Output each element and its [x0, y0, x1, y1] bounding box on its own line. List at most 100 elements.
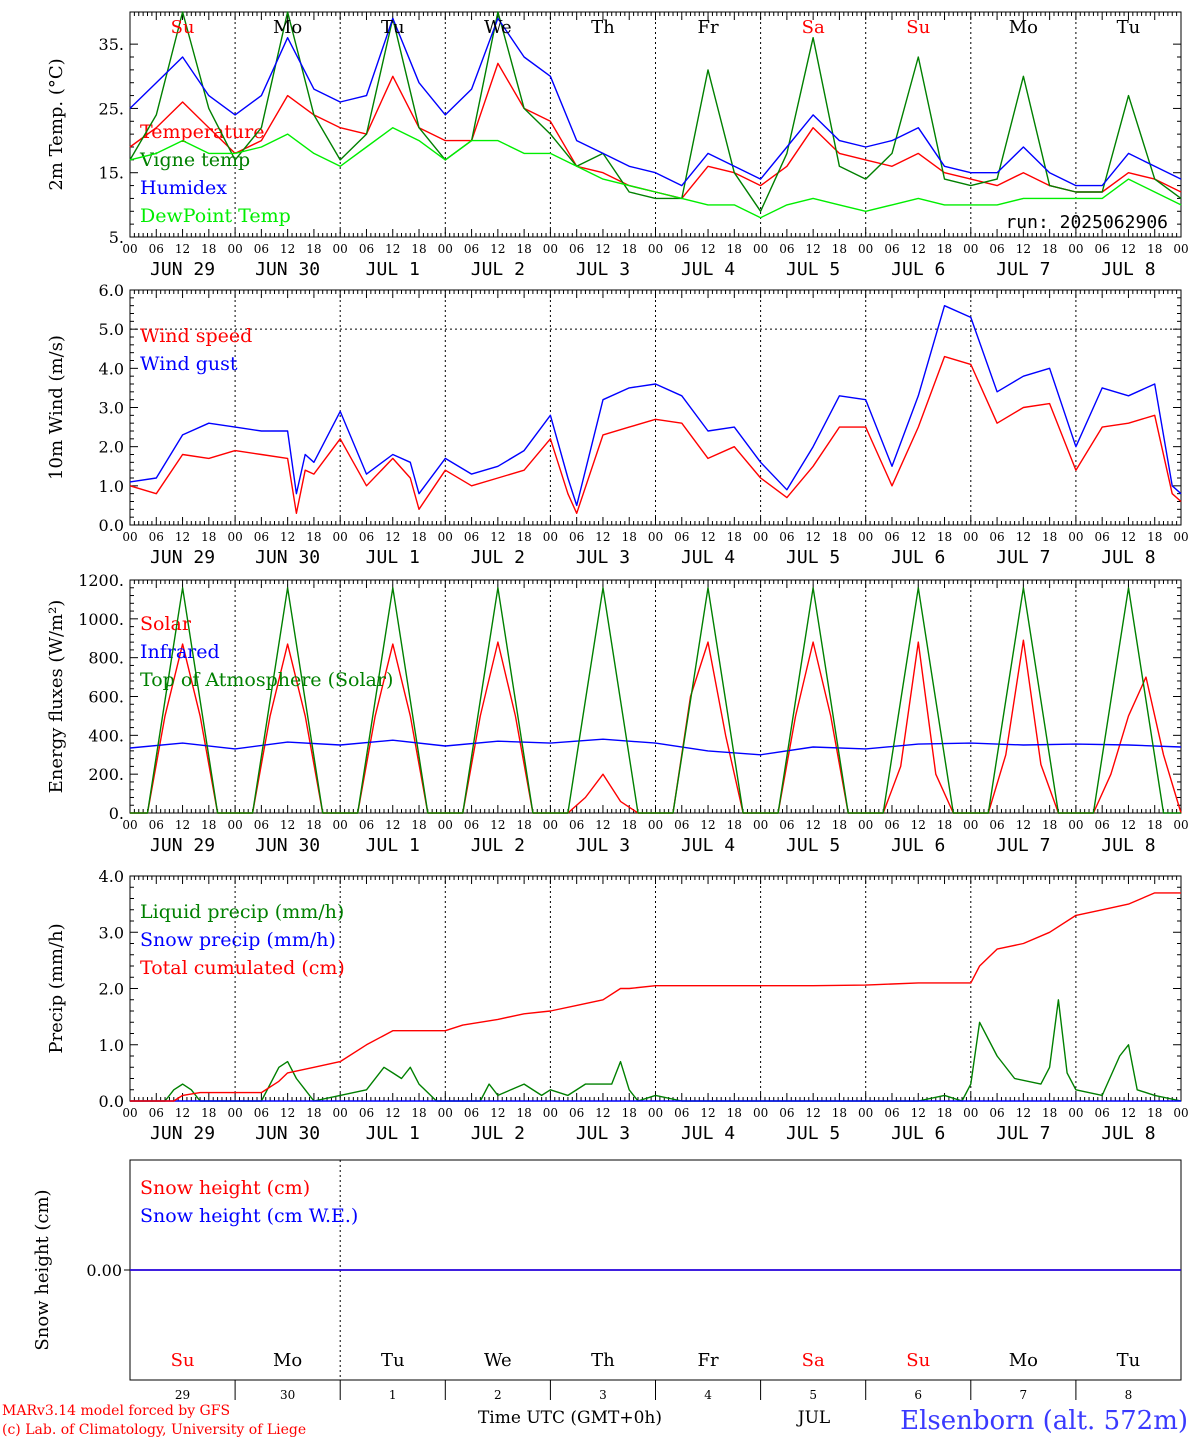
hour-label: 06 [989, 530, 1004, 544]
date-label: JUL 2 [471, 835, 525, 856]
y-axis-label: 2m Temp. (°C) [46, 58, 67, 190]
day-number: 30 [280, 1388, 295, 1402]
hour-label: 12 [911, 530, 926, 544]
hour-label: 12 [1121, 242, 1136, 256]
hour-label: 18 [1042, 242, 1057, 256]
station-label: Elsenborn (alt. 572m) [900, 1406, 1188, 1436]
weekday-label: Th [591, 1350, 615, 1371]
day-number: 4 [704, 1388, 712, 1402]
date-label: JUN 29 [150, 835, 215, 856]
credit-line-1: MARv3.14 model forced by GFS [2, 1403, 230, 1419]
date-label: JUL 1 [366, 547, 420, 568]
y-axis-label: Precip (mm/h) [46, 923, 67, 1053]
hour-label: 06 [1095, 818, 1110, 832]
hour-label: 06 [989, 1106, 1004, 1120]
hour-label: 12 [490, 1106, 505, 1120]
date-label: JUL 8 [1101, 835, 1155, 856]
legend-entry: Solar [140, 613, 192, 635]
y-tick-label: 25. [99, 99, 124, 118]
hour-label: 18 [937, 1106, 952, 1120]
hour-label: 12 [280, 530, 295, 544]
hour-label: 12 [175, 530, 190, 544]
hour-label: 12 [806, 530, 821, 544]
hour-label: 12 [280, 818, 295, 832]
hour-label: 06 [1095, 242, 1110, 256]
hour-label: 18 [727, 242, 742, 256]
hour-label: 18 [516, 530, 531, 544]
hour-label: 00 [438, 530, 453, 544]
hour-label: 12 [1121, 530, 1136, 544]
y-tick-label: 0.00 [86, 1261, 122, 1280]
weekday-label: Tu [1117, 17, 1141, 38]
hour-label: 12 [1121, 818, 1136, 832]
hour-label: 18 [306, 1106, 321, 1120]
weekday-label: Sa [802, 1350, 825, 1371]
series-line [129, 126, 1182, 219]
date-label: JUN 30 [255, 1123, 320, 1144]
hour-label: 00 [122, 242, 137, 256]
hour-label: 12 [595, 818, 610, 832]
run-label: run: 2025062906 [1005, 212, 1168, 233]
y-tick-label: 800. [88, 649, 124, 668]
hour-label: 06 [359, 818, 374, 832]
hour-label: 18 [622, 530, 637, 544]
hour-label: 12 [490, 530, 505, 544]
hour-label: 12 [595, 242, 610, 256]
y-tick-label: 0. [109, 804, 124, 823]
hour-label: 00 [648, 242, 663, 256]
hour-label: 06 [569, 530, 584, 544]
date-label: JUL 7 [996, 547, 1050, 568]
series-line [129, 305, 1182, 507]
weekday-label: Su [171, 1350, 195, 1371]
y-tick-label: 1000. [78, 610, 124, 629]
hour-label: 00 [1173, 1106, 1188, 1120]
hour-label: 06 [989, 818, 1004, 832]
date-label: JUN 30 [255, 259, 320, 280]
hour-label: 00 [1173, 242, 1188, 256]
hour-label: 18 [832, 530, 847, 544]
hour-label: 00 [1068, 818, 1083, 832]
hour-label: 00 [227, 530, 242, 544]
y-tick-label: 3.0 [99, 399, 124, 418]
hour-label: 06 [254, 242, 269, 256]
hour-label: 12 [806, 1106, 821, 1120]
hour-label: 00 [753, 530, 768, 544]
hour-label: 00 [333, 1106, 348, 1120]
weekday-label: Su [906, 17, 930, 38]
hour-label: 06 [674, 1106, 689, 1120]
legend-entry: Humidex [140, 177, 227, 199]
date-label: JUL 4 [681, 259, 735, 280]
hour-label: 12 [700, 818, 715, 832]
date-label: JUL 1 [366, 835, 420, 856]
date-label: JUL 4 [681, 835, 735, 856]
hour-label: 00 [1173, 818, 1188, 832]
date-label: JUL 7 [996, 1123, 1050, 1144]
hour-label: 06 [779, 242, 794, 256]
y-tick-label: 1200. [78, 571, 124, 590]
hour-label: 18 [1147, 242, 1162, 256]
hour-label: 06 [254, 1106, 269, 1120]
hour-label: 06 [569, 1106, 584, 1120]
hour-label: 06 [254, 530, 269, 544]
y-tick-label: 5. [109, 228, 124, 247]
legend-entry: Snow height (cm) [140, 1177, 310, 1199]
hour-label: 00 [858, 1106, 873, 1120]
y-tick-label: 1.0 [99, 477, 124, 496]
weekday-label: Mo [1009, 17, 1038, 38]
y-tick-label: 6.0 [99, 281, 124, 300]
hour-label: 18 [1042, 818, 1057, 832]
series-line [130, 892, 1181, 1102]
hour-label: 00 [1068, 242, 1083, 256]
hour-label: 12 [175, 242, 190, 256]
hour-label: 12 [911, 1106, 926, 1120]
hour-label: 00 [122, 818, 137, 832]
hour-label: 18 [727, 818, 742, 832]
legend-entry: Snow precip (mm/h) [140, 929, 336, 951]
y-tick-label: 15. [99, 164, 124, 183]
hour-label: 00 [333, 242, 348, 256]
hour-label: 00 [753, 242, 768, 256]
date-label: JUL 2 [471, 259, 525, 280]
hour-label: 18 [622, 818, 637, 832]
hour-label: 12 [490, 242, 505, 256]
hour-label: 00 [1068, 530, 1083, 544]
